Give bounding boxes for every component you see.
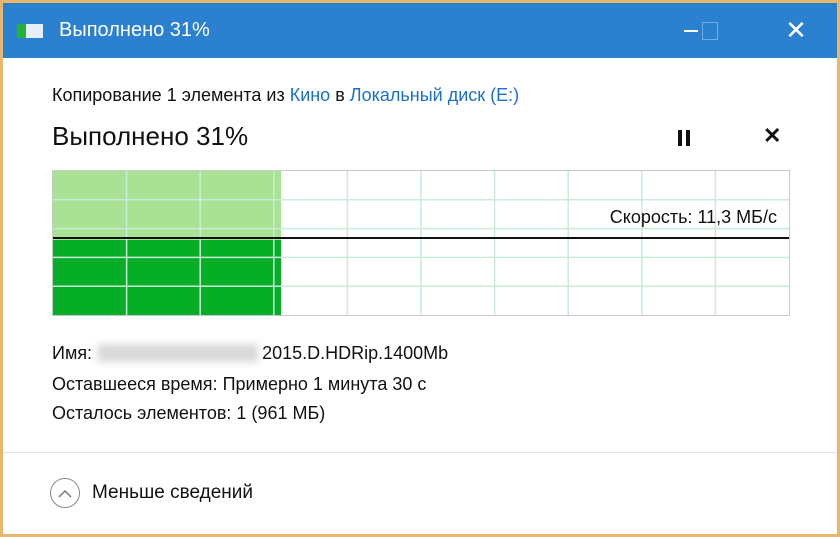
time-label: Оставшееся время: [52,374,218,394]
window-title: Выполнено 31% [59,19,210,41]
transfer-speed-area [53,240,282,315]
close-button[interactable]: ✕ [773,3,819,58]
maximize-button [687,3,733,58]
close-icon: ✕ [785,15,807,45]
fewer-details-label: Меньше сведений [92,482,253,503]
cancel-icon: ✕ [763,123,782,148]
minimize-icon [684,29,698,32]
progress-heading: Выполнено 31% [52,121,249,151]
destination-link[interactable]: Локальный диск (E:) [349,85,520,105]
speed-graph: Скорость: 11,3 МБ/с [52,170,790,316]
chevron-up-icon [50,478,80,508]
description-prefix: Копирование 1 элемента из [52,85,290,105]
copy-description: Копирование 1 элемента из Кино в Локальн… [52,85,519,106]
items-remaining-row: Осталось элементов: 1 (961 МБ) [52,403,325,424]
time-remaining-row: Оставшееся время: Примерно 1 минута 30 с [52,374,426,395]
description-middle: в [330,85,350,105]
maximize-icon [702,21,718,40]
source-folder-link[interactable]: Кино [289,85,331,105]
time-value: Примерно 1 минута 30 с [222,374,427,394]
pause-button[interactable] [678,130,692,146]
blurred-name [98,344,259,362]
speed-label: Скорость: 11,3 МБ/с [609,207,777,227]
file-name-row: Имя: 2015.D.HDRip.1400Mb [52,343,448,364]
title-bar: Выполнено 31% ✕ [3,3,837,58]
divider [3,452,837,453]
minimize-button[interactable] [668,3,714,58]
fewer-details-button[interactable]: Меньше сведений [50,478,253,508]
items-value: 1 (961 МБ) [236,403,326,423]
file-copy-icon [17,24,43,38]
name-value: 2015.D.HDRip.1400Mb [262,343,449,363]
items-label: Осталось элементов: [52,403,232,423]
copy-progress-dialog: Выполнено 31% ✕ Копирование 1 элемента и… [3,3,837,534]
name-label: Имя: [52,343,93,363]
speed-graph-svg [53,171,789,315]
cancel-button[interactable]: ✕ [763,123,781,149]
